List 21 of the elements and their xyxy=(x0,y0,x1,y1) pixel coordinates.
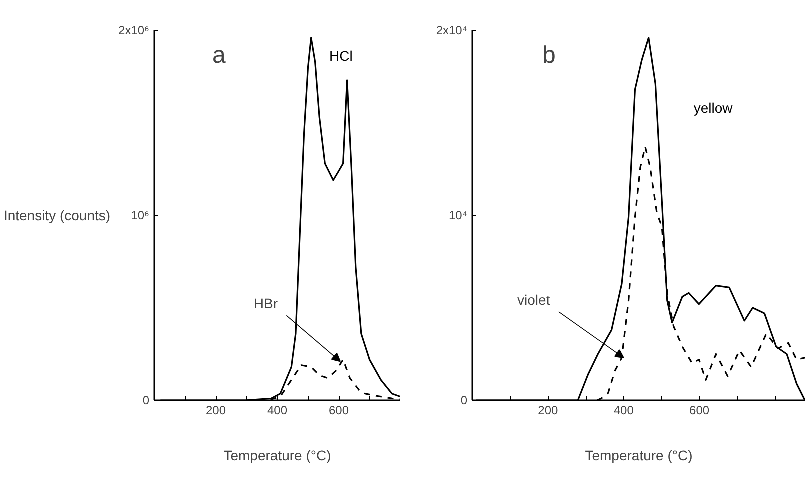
text: yellow xyxy=(694,100,734,116)
x-tick-label: 200 xyxy=(538,404,559,418)
y-axis-title: Intensity (counts) xyxy=(4,208,111,224)
x-tick-label: 400 xyxy=(614,404,634,418)
y-tick-label: 0 xyxy=(460,394,468,408)
y-tick-label: 10⁴ xyxy=(448,208,468,222)
series-label: HCl xyxy=(330,48,353,64)
text: a xyxy=(212,42,226,69)
y-tick-label: 2x10⁶ xyxy=(118,24,150,38)
x-axis-title: Temperature (°C) xyxy=(224,448,332,464)
x-tick-label: 600 xyxy=(690,404,710,418)
text: b xyxy=(542,42,556,69)
annotation: HBr xyxy=(254,296,278,312)
y-tick-label: 10⁶ xyxy=(131,208,150,222)
y-tick-label: 0 xyxy=(142,394,150,408)
x-axis-title: Temperature (°C) xyxy=(585,448,693,464)
annotation: violet xyxy=(518,292,550,308)
x-tick-label: 600 xyxy=(328,404,350,418)
x-tick-label: 200 xyxy=(206,404,226,418)
y-tick-label: 2x10⁴ xyxy=(436,24,468,38)
x-tick-label: 400 xyxy=(267,404,288,418)
